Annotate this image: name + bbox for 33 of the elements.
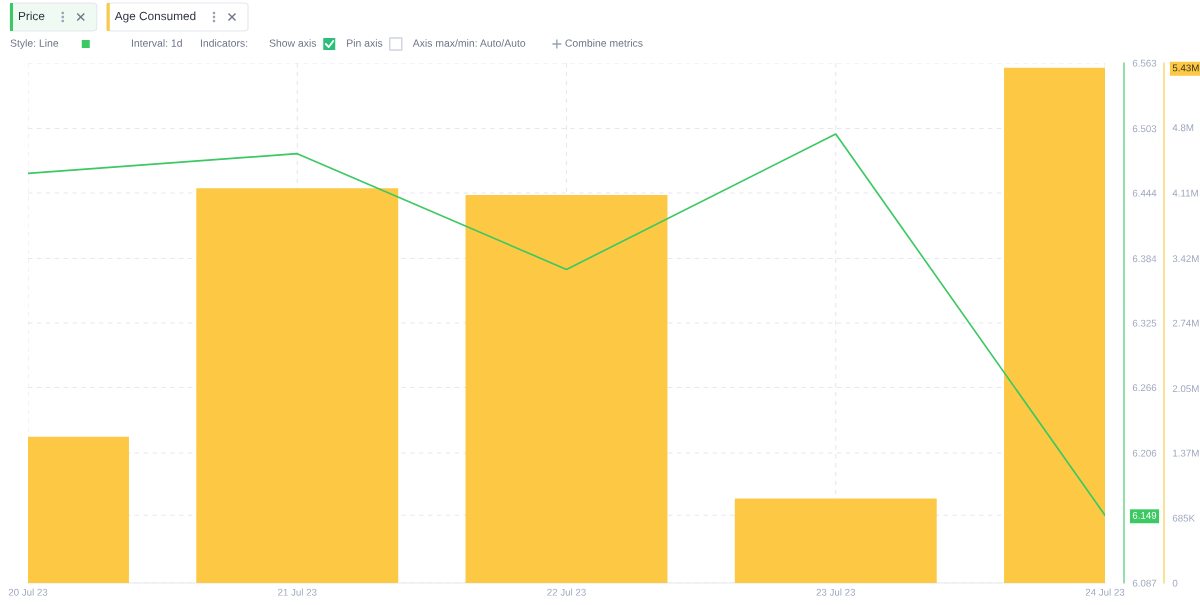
text: Axis max/min: Auto/Auto: [412, 39, 526, 47]
y2-tick-label: 685K: [1172, 514, 1195, 522]
legend-label: Age Consumed: [114, 11, 196, 23]
y-tick-label: 6.503: [1132, 125, 1157, 133]
text: Show axis: [269, 39, 317, 47]
x-tick-label: 20 Jul 23: [8, 588, 48, 596]
y-tick-label: 6.384: [1132, 255, 1157, 263]
y2-tick-label: 3.42M: [1172, 255, 1199, 263]
y2-tick-label: 0: [1172, 579, 1178, 587]
y2-tick-label: 4.11M: [1172, 189, 1198, 197]
text: Pin axis: [347, 39, 383, 47]
text: Interval: 1d: [131, 39, 182, 47]
y-tick-label: 6.087: [1132, 579, 1157, 587]
text: Style: Line: [10, 39, 59, 49]
x-tick-label: 22 Jul 23: [547, 588, 586, 596]
x-tick-label: 24 Jul 23: [1085, 588, 1125, 596]
y-tick-label: 6.444: [1132, 189, 1157, 197]
text: Combine metrics: [565, 39, 643, 47]
y-tick-label: 6.206: [1132, 449, 1157, 457]
legend-label: Price: [18, 11, 45, 21]
y2-tick-label: 4.8M: [1172, 124, 1194, 132]
x-tick-label: 23 Jul 23: [816, 588, 856, 596]
y2-tick-label: 5.43M: [1172, 64, 1199, 72]
x-tick-label: 21 Jul 23: [278, 588, 317, 596]
text: Indicators:: [200, 39, 248, 47]
y-tick-label: 6.266: [1132, 384, 1157, 392]
y-tick-label: 6.563: [1132, 59, 1157, 67]
y2-tick-label: 2.05M: [1172, 385, 1199, 393]
line-series: [28, 133, 1105, 517]
y2-tick-label: 1.37M: [1173, 449, 1199, 457]
y-tick-label: 6.325: [1132, 319, 1157, 327]
y-tick-label: 6.149: [1132, 512, 1157, 519]
y2-tick-label: 2.74M: [1172, 319, 1199, 327]
